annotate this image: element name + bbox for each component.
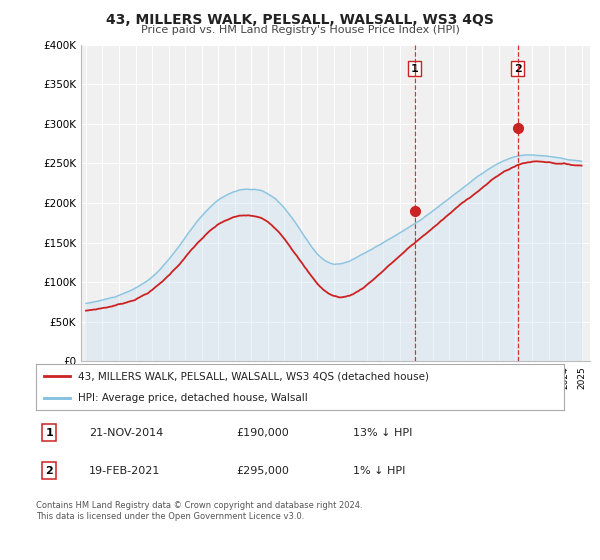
Text: Price paid vs. HM Land Registry's House Price Index (HPI): Price paid vs. HM Land Registry's House …: [140, 25, 460, 35]
Text: 1: 1: [411, 63, 419, 73]
Text: 43, MILLERS WALK, PELSALL, WALSALL, WS3 4QS: 43, MILLERS WALK, PELSALL, WALSALL, WS3 …: [106, 13, 494, 27]
Text: 1: 1: [46, 428, 53, 437]
Text: 2: 2: [46, 466, 53, 476]
Text: 1% ↓ HPI: 1% ↓ HPI: [353, 466, 405, 476]
Text: £190,000: £190,000: [236, 428, 289, 437]
Text: 21-NOV-2014: 21-NOV-2014: [89, 428, 163, 437]
Text: 2: 2: [514, 63, 521, 73]
Text: HPI: Average price, detached house, Walsall: HPI: Average price, detached house, Wals…: [78, 393, 308, 403]
Text: 19-FEB-2021: 19-FEB-2021: [89, 466, 160, 476]
Text: £295,000: £295,000: [236, 466, 290, 476]
Text: 43, MILLERS WALK, PELSALL, WALSALL, WS3 4QS (detached house): 43, MILLERS WALK, PELSALL, WALSALL, WS3 …: [78, 371, 429, 381]
Text: Contains HM Land Registry data © Crown copyright and database right 2024.
This d: Contains HM Land Registry data © Crown c…: [36, 501, 362, 521]
Text: 13% ↓ HPI: 13% ↓ HPI: [353, 428, 412, 437]
